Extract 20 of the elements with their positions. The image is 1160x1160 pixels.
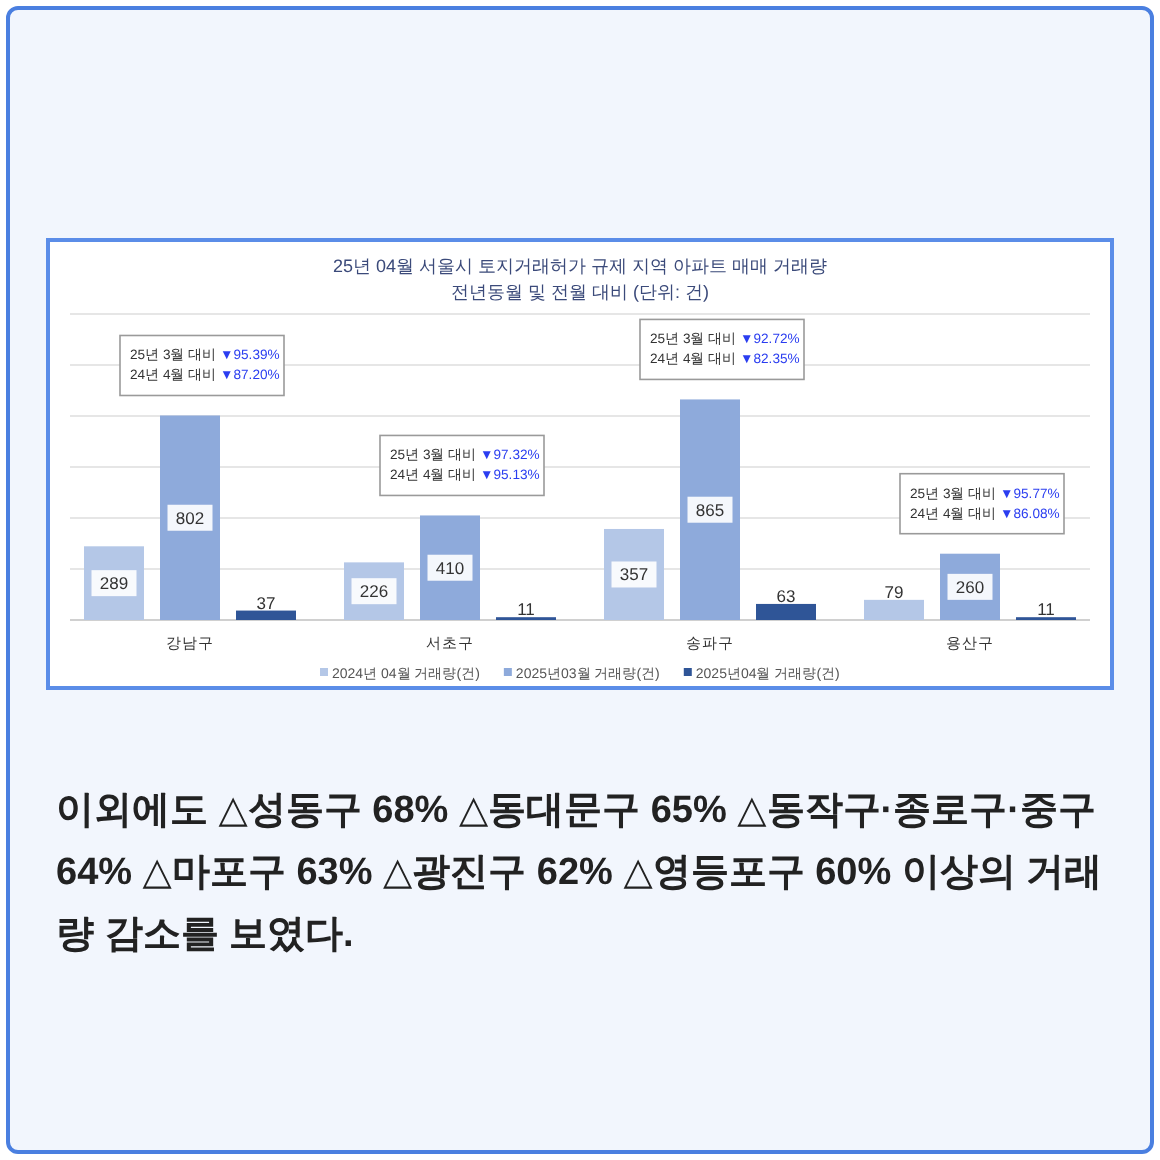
data-label: 11: [1037, 599, 1056, 620]
bar: [160, 415, 220, 620]
data-label: 802: [175, 507, 205, 528]
data-label: 63: [776, 585, 796, 606]
chart-title: 25년 04월 서울시 토지거래허가 규제 지역 아파트 매매 거래량: [332, 256, 828, 276]
data-label: 79: [884, 581, 904, 602]
bar: [680, 399, 740, 620]
data-label: 289: [99, 573, 129, 594]
bar: [756, 603, 816, 620]
data-label: 357: [619, 564, 649, 585]
data-label: 260: [955, 576, 985, 597]
data-label: 37: [256, 592, 276, 613]
data-label: 865: [695, 499, 725, 520]
bar: [864, 599, 924, 620]
bar: [236, 610, 296, 620]
chart-subtitle: 전년동월 및 전월 대비 (단위: 건): [451, 282, 709, 302]
data-label: 410: [435, 557, 465, 578]
text: 이외에도 △성동구 68% △동대문구 65% △동작구·종로구·중구 64% △마포구 63% △광진구 62% △영등포구 60% 이상의 거래량 감소를 보였다.: [56, 788, 1105, 960]
data-label: 226: [359, 581, 389, 602]
data-label: 11: [517, 599, 536, 620]
